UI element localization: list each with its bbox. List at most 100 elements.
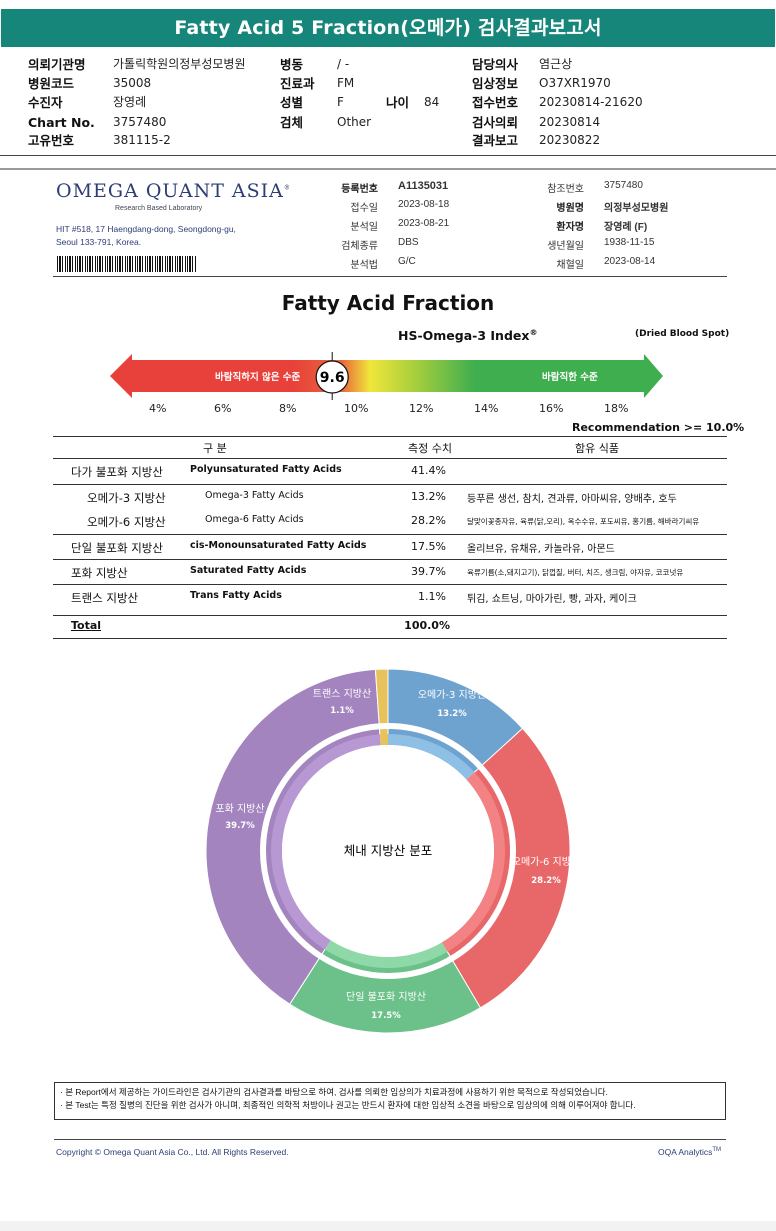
info-label: Chart No. — [28, 115, 95, 130]
info-label: 의뢰기관명 — [28, 57, 86, 72]
slice-label-mono: 단일 불포화 지방산 — [346, 991, 426, 1003]
index-arrow — [110, 354, 663, 398]
table-row: 오메가-6 지방산 Omega-6 Fatty Acids 28.2% 달맞이꽃종자유… — [53, 514, 727, 532]
specimen-value: 2023-08-21 — [398, 218, 450, 229]
info-label: 진료과 — [280, 76, 315, 91]
index-title-text: HS-Omega-3 Index — [398, 328, 530, 344]
footer-brand: OQA AnalyticsTM — [658, 1147, 721, 1157]
table-line — [53, 615, 727, 616]
index-marker — [315, 360, 349, 394]
address-line: Seoul 133-791, Korea. — [56, 237, 142, 247]
specimen-value: 2023-08-18 — [398, 199, 450, 210]
table-line — [53, 534, 727, 535]
table-line — [53, 436, 727, 437]
donut-inner-ring — [324, 940, 448, 968]
header-measured: 측정 수치 — [408, 442, 452, 455]
total-label: Total — [71, 619, 102, 632]
row-value: 1.1% — [418, 590, 446, 603]
info-label: 수진자 — [28, 95, 63, 110]
info-value: FM — [337, 76, 355, 90]
scale-tick-label: 12% — [409, 402, 434, 415]
footer-divider — [54, 1139, 726, 1140]
scale-tick-label: 8% — [279, 402, 297, 415]
row-value: 39.7% — [411, 565, 446, 578]
row-foods: 올리브유, 유채유, 카놀라유, 아몬드 — [467, 544, 615, 555]
info-value: F — [337, 95, 344, 109]
row-value: 28.2% — [411, 514, 446, 527]
specimen-field: 채혈일 2023-08-14 — [524, 256, 724, 271]
table-row: 트랜스 지방산 Trans Fatty Acids 1.1% 튀김, 쇼트닝, 마아가… — [53, 590, 727, 608]
section-title: Fatty Acid Fraction — [281, 291, 495, 315]
recommendation: Recommendation >= 10.0% — [572, 421, 745, 434]
row-category-en: Omega-6 Fatty Acids — [205, 514, 304, 525]
info-label: 성별 — [280, 95, 304, 110]
table-line — [53, 584, 727, 585]
specimen-label: 병원명 — [556, 203, 584, 214]
row-foods: 달맞이꽃종자유, 육류(닭,오리), 옥수수유, 포도씨유, 홍기름, 해바라기… — [467, 517, 700, 526]
donut-inner-ring — [388, 734, 475, 780]
barcode — [57, 256, 197, 272]
donut-inner-ring — [379, 734, 388, 746]
info-label: 검체 — [280, 115, 304, 130]
info-label: 고유번호 — [28, 133, 75, 148]
info-value: 가톨릭학원의정부성모병원 — [113, 57, 246, 71]
bad-level-label: 바람직하지 않은 수준 — [215, 371, 301, 383]
specimen-label: 생년월일 — [547, 241, 584, 252]
slice-label-trans: 트랜스 지방산 — [313, 688, 371, 700]
specimen-field: 등록번호 A1135031 — [318, 180, 458, 195]
table-line — [53, 484, 727, 485]
info-value: 20230822 — [539, 133, 601, 147]
donut-inner-ring — [441, 772, 506, 952]
specimen-value: 3757480 — [604, 180, 643, 191]
specimen-field: 검체종류 DBS — [318, 237, 458, 252]
row-foods: 육류기름(소,돼지고기), 닭껍질, 버터, 치즈, 생크림, 야자유, 코코넛… — [467, 568, 684, 577]
report-title: Fatty Acid 5 Fraction(오메가) 검사결과보고서 — [1, 9, 775, 47]
row-category-ko: 트랜스 지방산 — [71, 591, 139, 605]
header-category: 구 분 — [203, 442, 227, 455]
slice-value-label: 28.2% — [531, 876, 561, 886]
info-label: 접수번호 — [472, 95, 519, 110]
lab-address: HIT #518, 17 Haengdang-dong, Seongdong-g… — [56, 223, 236, 249]
specimen-label: 분석일 — [350, 222, 378, 233]
slice-value-label: 39.7% — [225, 821, 255, 831]
ring-gap — [260, 723, 516, 979]
info-value: 3757480 — [113, 115, 167, 129]
age-value: 84 — [424, 95, 440, 109]
row-category-en: cis-Monounsaturated Fatty Acids — [190, 540, 367, 551]
row-category-en: Saturated Fatty Acids — [190, 565, 307, 576]
divider — [0, 155, 776, 156]
specimen-value: 2023-08-14 — [604, 256, 656, 267]
specimen-value: 장영례 (F) — [604, 222, 648, 233]
specimen-label: 분석법 — [350, 260, 378, 271]
row-foods: 튀김, 쇼트닝, 마아가린, 빵, 과자, 케이크 — [467, 594, 637, 605]
info-value: 20230814-21620 — [539, 95, 643, 109]
row-category-ko: 오메가-3 지방산 — [87, 491, 166, 505]
row-category-ko: 단일 불포화 지방산 — [71, 541, 163, 555]
index-value: 9.6 — [320, 370, 345, 386]
table-row: 오메가-3 지방산 Omega-3 Fatty Acids 13.2% 등푸른 생선,… — [53, 490, 727, 508]
logo-text: OMEGA QUANT ASIA — [56, 180, 284, 202]
specimen-label: 접수일 — [350, 203, 378, 214]
info-label: 결과보고 — [472, 133, 519, 148]
slice-value-label: 1.1% — [330, 706, 354, 716]
reg-mark: ® — [529, 328, 538, 337]
row-category-ko: 다가 불포화 지방산 — [71, 465, 163, 479]
row-category-ko: 오메가-6 지방산 — [87, 515, 166, 529]
disclaimer-box: · 본 Report에서 제공하는 가이드라인은 검사기관의 검사결과를 바탕으… — [54, 1082, 726, 1120]
specimen-field: 생년월일 1938-11-15 — [524, 237, 724, 252]
info-label: 병동 — [280, 57, 304, 72]
sample-type: (Dried Blood Spot) — [635, 329, 730, 339]
row-value: 13.2% — [411, 490, 446, 503]
fatty-acid-donut-chart: 체내 지방산 분포 오메가-3 지방산 13.2% 오메가-6 지방산 28.2% 단일… — [205, 668, 576, 1034]
info-value: 염근상 — [539, 57, 573, 71]
fatty-acid-table: 구 분 측정 수치 함유 식품 다가 불포화 지방산 Polyunsaturate… — [53, 436, 727, 641]
slice-value-label: 17.5% — [371, 1011, 401, 1021]
scale-tick-label: 18% — [604, 402, 629, 415]
chart-title: 체내 지방산 분포 — [344, 843, 432, 858]
tm-mark: TM — [712, 1147, 722, 1154]
specimen-value: DBS — [398, 237, 419, 248]
info-label: 임상정보 — [472, 76, 519, 91]
specimen-value: 의정부성모병원 — [604, 203, 669, 214]
disclaimer-line: · 본 Test는 특정 질병의 진단을 위한 검사가 아니며, 최종적인 의학… — [60, 1100, 636, 1110]
